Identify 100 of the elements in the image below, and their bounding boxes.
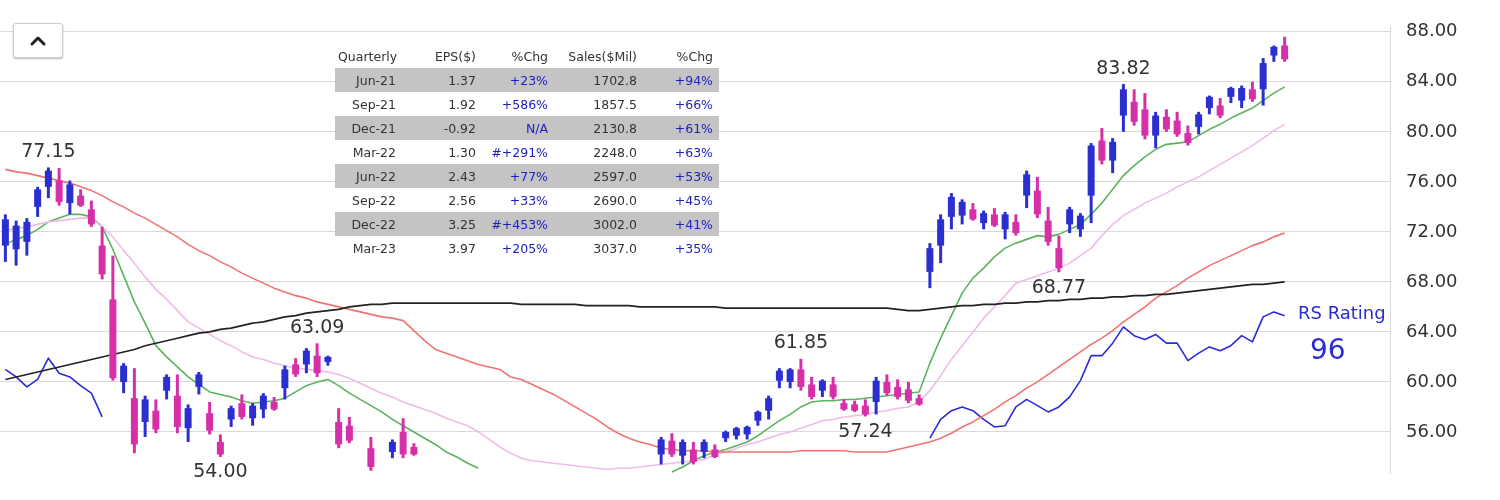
candlestick (1152, 110, 1160, 150)
candlestick (281, 365, 289, 400)
candlestick (872, 375, 880, 415)
candlestick (689, 440, 697, 465)
candlestick (775, 368, 783, 390)
annotation: 3.97 (447, 240, 477, 256)
candlestick (34, 185, 42, 217)
annotation: N/A (524, 120, 549, 136)
annotation: 3.25 (447, 216, 477, 232)
annotation: 54.00 (193, 459, 248, 482)
annotation: 83.82 (1096, 55, 1151, 78)
annotation: %Chg (675, 48, 714, 64)
candlestick (1281, 35, 1289, 62)
candlestick (1195, 110, 1203, 135)
candlestick (797, 357, 805, 391)
candlestick (1044, 205, 1052, 246)
annotation: Mar-23 (351, 240, 397, 256)
annotation: +45% (673, 192, 714, 208)
candlestick (184, 404, 192, 442)
y-tick-label: 76.00 (1406, 169, 1458, 191)
candlestick (1184, 125, 1192, 146)
annotation: 61.85 (773, 330, 829, 353)
annotation: Sep-22 (351, 192, 397, 208)
candlestick (249, 403, 257, 426)
candlestick (990, 208, 998, 227)
candlestick (238, 394, 246, 420)
candlestick (1055, 235, 1063, 273)
annotation: 2.56 (447, 192, 477, 208)
candlestick (1012, 214, 1020, 236)
y-tick-label: 60.00 (1406, 369, 1458, 391)
annotation: Jun-22 (354, 168, 397, 184)
candlestick (894, 379, 902, 400)
candlestick (1109, 138, 1117, 175)
candlestick (668, 433, 676, 457)
candlestick (700, 439, 708, 460)
candlestick (206, 400, 214, 435)
annotation: #+453% (490, 216, 549, 232)
candlestick (345, 415, 353, 445)
annotation: #+291% (490, 144, 549, 160)
annotation: Quarterly (337, 48, 399, 64)
annotation: 63.09 (289, 314, 345, 337)
y-tick-label: 72.00 (1406, 219, 1458, 241)
candlestick (399, 418, 407, 460)
annotation: +586% (500, 96, 549, 112)
candlestick (657, 435, 665, 465)
annotation: +35% (673, 240, 714, 256)
candlestick (765, 395, 773, 420)
annotation: -0.92 (442, 120, 477, 136)
y-tick-label: 64.00 (1406, 319, 1458, 341)
candlestick (1248, 80, 1256, 102)
candlestick (1066, 205, 1074, 235)
annotation: +63% (673, 144, 714, 160)
y-tick-label: 88.00 (1406, 19, 1458, 41)
y-tick-label: 56.00 (1406, 419, 1458, 441)
annotation: 1.37 (447, 72, 477, 88)
candlestick (1238, 85, 1246, 110)
annotation: Dec-21 (350, 120, 397, 136)
annotation: +77% (508, 168, 549, 184)
candlestick (292, 358, 300, 377)
candlestick (1001, 210, 1009, 240)
annotation: 57.24 (838, 418, 893, 441)
candlestick (1130, 89, 1138, 126)
annotation: 3037.0 (592, 240, 638, 256)
candlestick (259, 393, 267, 420)
candlestick (679, 439, 687, 465)
candlestick (195, 370, 203, 395)
annotation: 1857.5 (592, 96, 638, 112)
candlestick (87, 200, 95, 227)
annotation: +23% (508, 72, 549, 88)
annotation: 77.15 (21, 138, 76, 161)
annotation: 2690.0 (592, 192, 638, 208)
candlestick (216, 434, 224, 457)
candlestick (12, 220, 20, 266)
candlestick (1205, 95, 1213, 115)
annotation: 1.92 (447, 96, 477, 112)
annotation: Mar-22 (351, 144, 397, 160)
annotation: +33% (508, 192, 549, 208)
y-tick-label: 80.00 (1406, 119, 1458, 141)
candlestick (1033, 175, 1041, 220)
text: 96 (1310, 332, 1346, 366)
candlestick (23, 218, 31, 256)
candlestick (808, 375, 816, 400)
candlestick (302, 348, 310, 375)
candlestick (141, 395, 149, 437)
series-label: RS Rating (1298, 302, 1386, 324)
candlestick (55, 168, 63, 206)
candlestick (926, 243, 934, 290)
annotation: Sales($Mil) (567, 48, 638, 64)
annotation: 3002.0 (592, 216, 638, 232)
annotation: 2.43 (447, 168, 477, 184)
annotation: EPS($) (433, 48, 477, 64)
candlestick (66, 180, 74, 215)
annotation: 2248.0 (592, 144, 638, 160)
annotation: +205% (500, 240, 549, 256)
candlestick (904, 380, 912, 405)
y-tick-label: 84.00 (1406, 69, 1458, 91)
candlestick (786, 368, 794, 390)
candlestick (152, 399, 160, 435)
annotation: Sep-21 (351, 96, 397, 112)
candlestick (335, 408, 343, 450)
